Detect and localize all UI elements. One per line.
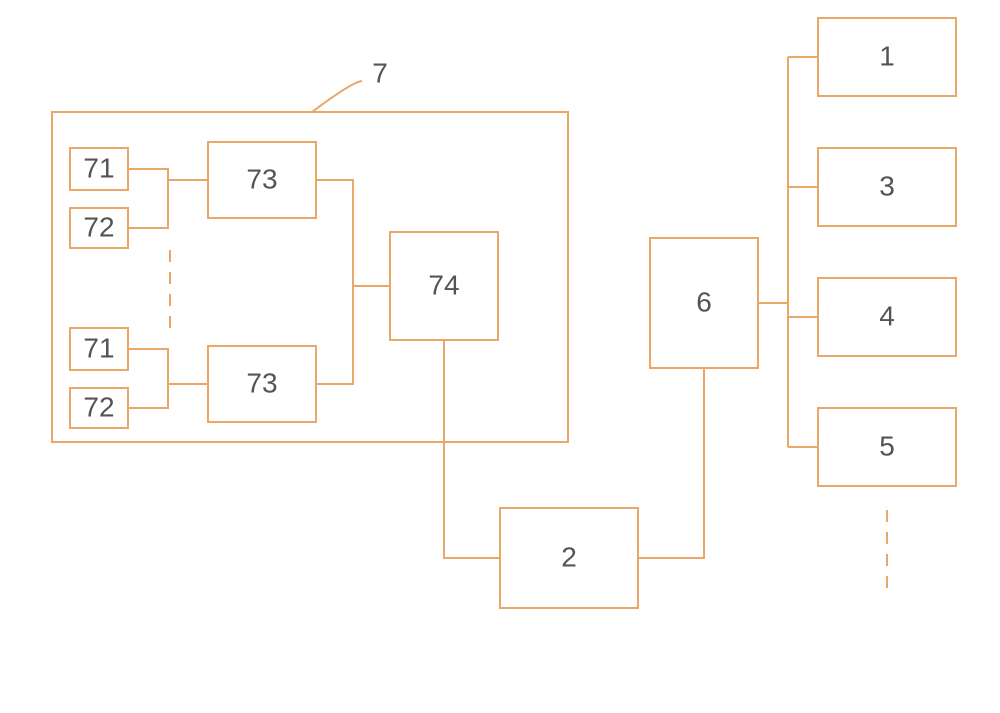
block-2-label: 2: [561, 541, 577, 572]
block-5-label: 5: [879, 430, 895, 461]
block-73-label: 73: [246, 367, 277, 398]
leader-7: [312, 81, 362, 112]
block-71-label: 71: [83, 152, 114, 183]
block-6-label: 6: [696, 286, 712, 317]
block-74-label: 74: [428, 269, 459, 300]
block-72-label: 72: [83, 211, 114, 242]
label-7: 7: [372, 57, 388, 88]
block-4-label: 4: [879, 300, 895, 331]
block-3-label: 3: [879, 170, 895, 201]
block-73-label: 73: [246, 163, 277, 194]
block-72-label: 72: [83, 391, 114, 422]
block-71-label: 71: [83, 332, 114, 363]
block-diagram: 7 71 72 73 71 72 73 74 6 1 3 4 5 2: [0, 0, 1000, 713]
block-1-label: 1: [879, 40, 895, 71]
wire-2-6: [638, 368, 704, 558]
